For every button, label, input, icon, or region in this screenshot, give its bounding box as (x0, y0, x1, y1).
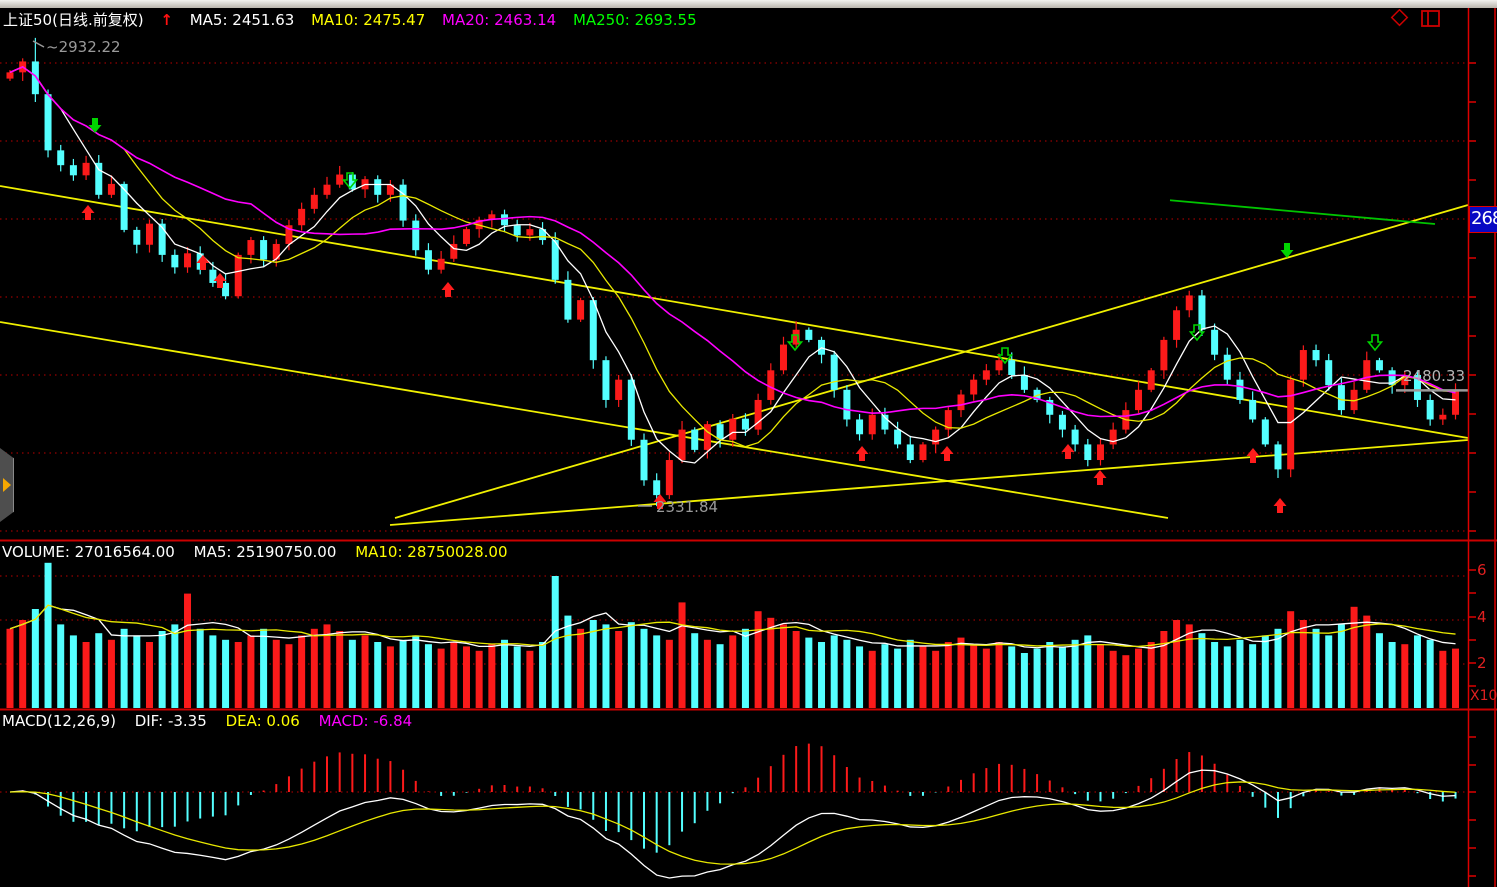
sell-arrow-icon (1188, 324, 1206, 342)
price-pane-header: 上证50(日线.前复权) ↑ MA5: 2451.63 MA10: 2475.4… (3, 9, 709, 30)
diamond-icon[interactable] (1387, 9, 1411, 29)
volume-bars (6, 562, 1460, 708)
low-price-annotation: 2331.84 (656, 498, 719, 516)
macd-pane (9, 743, 1457, 879)
buy-arrow-icon (81, 205, 95, 220)
macd-params: MACD(12,26,9) (2, 712, 116, 730)
price-ma-lines (9, 65, 1456, 464)
buy-arrow-icon (1061, 444, 1075, 459)
window-split-icon[interactable] (1419, 9, 1443, 29)
volume-ma5-value: MA5: 25190750.00 (193, 543, 337, 561)
sell-arrow-icon (1280, 243, 1294, 258)
dea-value: DEA: 0.06 (225, 712, 300, 730)
price-axis-label-box: 268 (1469, 206, 1497, 233)
buy-arrow-icon (1246, 448, 1260, 463)
macd-pane-header: MACD(12,26,9) DIF: -3.35 DEA: 0.06 MACD:… (2, 712, 426, 730)
signal-arrows (81, 118, 1384, 513)
ma250-value: MA250: 2693.55 (572, 11, 697, 29)
candlesticks (6, 37, 1460, 507)
axis-lines (0, 8, 1497, 887)
volume-tick-4: 4 (1477, 608, 1487, 626)
buy-arrow-icon (196, 255, 210, 270)
buy-arrow-icon (213, 273, 227, 288)
buy-arrow-icon (1093, 470, 1107, 485)
sell-arrow-icon (1366, 334, 1384, 352)
left-panel-expander[interactable] (0, 448, 14, 522)
ma10-value: MA10: 2475.47 (311, 11, 426, 29)
sell-arrow-icon (341, 172, 359, 190)
macd-value: MACD: -6.84 (318, 712, 413, 730)
instrument-title: 上证50(日线.前复权) (3, 11, 144, 29)
volume-value: VOLUME: 27016564.00 (2, 543, 175, 561)
sell-arrow-icon (996, 347, 1014, 365)
buy-arrow-icon (855, 446, 869, 461)
buy-arrow-icon (441, 282, 455, 297)
high-price-annotation: ~2932.22 (46, 38, 121, 56)
annotations-graphics (32, 40, 1468, 507)
up-arrow-icon: ↑ (160, 11, 173, 29)
expander-arrow-icon (3, 478, 11, 492)
volume-tick-6: 6 (1477, 561, 1487, 579)
sell-arrow-icon (786, 334, 804, 352)
volume-tick-2: 2 (1477, 654, 1487, 672)
sell-arrow-icon (88, 118, 102, 133)
ma20-value: MA20: 2463.14 (442, 11, 557, 29)
buy-arrow-icon (653, 494, 667, 509)
toolbar-icons (1387, 9, 1443, 29)
buy-arrow-icon (940, 446, 954, 461)
ma5-value: MA5: 2451.63 (189, 11, 295, 29)
volume-multiplier-label: X10 (1470, 688, 1497, 704)
volume-ma-lines (9, 604, 1456, 649)
window-title-strip (0, 0, 1497, 8)
volume-pane-header: VOLUME: 27016564.00 MA5: 25190750.00 MA1… (2, 543, 522, 561)
buy-arrow-icon (1273, 498, 1287, 513)
dif-value: DIF: -3.35 (134, 712, 207, 730)
last-price-annotation: 2480.33 (1403, 367, 1466, 385)
trendlines (0, 185, 1469, 526)
volume-ma10-value: MA10: 28750028.00 (355, 543, 508, 561)
